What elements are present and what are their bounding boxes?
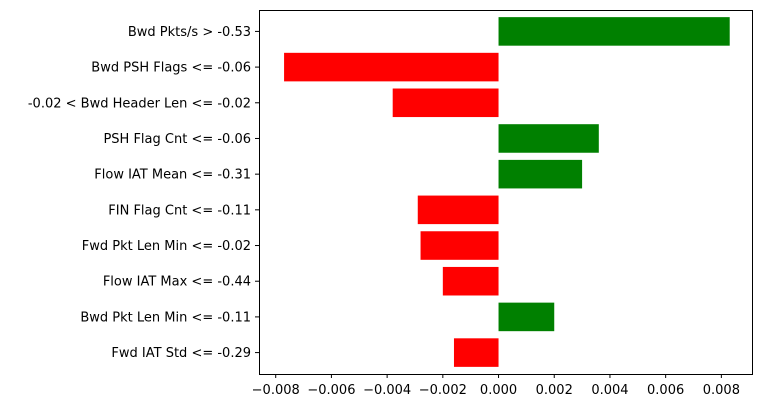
y-tick-label-9: Fwd IAT Std <= -0.29 <box>111 346 251 361</box>
y-tick-label-1: Bwd PSH Flags <= -0.06 <box>91 61 251 76</box>
x-axis: −0.008 −0.006 −0.004 −0.002 0.000 0.002 0.004 0… <box>252 374 740 398</box>
bar-6 <box>420 231 499 260</box>
bar-5 <box>417 195 499 225</box>
x-tick-label-2: −0.004 <box>363 383 411 398</box>
x-tick-label-0: −0.008 <box>252 383 300 398</box>
y-tick-label-4: Flow IAT Mean <= -0.31 <box>94 168 251 183</box>
y-tick-label-8: Bwd Pkt Len Min <= -0.11 <box>80 310 251 325</box>
y-tick-label-0: Bwd Pkts/s > -0.53 <box>128 25 251 40</box>
y-tick-label-3: PSH Flag Cnt <= -0.06 <box>103 132 251 147</box>
bar-0 <box>498 17 730 46</box>
bar-9 <box>453 338 499 367</box>
x-tick-label-1: −0.006 <box>307 383 355 398</box>
bar-2 <box>392 88 499 118</box>
y-tick-label-2: -0.02 < Bwd Header Len <= -0.02 <box>28 96 251 111</box>
y-axis: Bwd Pkts/s > -0.53 Bwd PSH Flags <= -0.06… <box>28 25 259 361</box>
bar-1 <box>284 52 499 82</box>
bar-4 <box>498 159 583 189</box>
y-tick-label-7: Flow IAT Max <= -0.44 <box>103 275 251 290</box>
y-tick-label-6: Fwd Pkt Len Min <= -0.02 <box>82 239 251 254</box>
x-tick-label-5: 0.002 <box>536 383 573 398</box>
bar-8 <box>498 302 555 332</box>
plot-frame <box>259 10 753 375</box>
x-tick-label-4: 0.000 <box>480 383 517 398</box>
x-tick-label-8: 0.008 <box>703 383 740 398</box>
x-tick-label-7: 0.006 <box>647 383 684 398</box>
x-tick-label-3: −0.002 <box>419 383 467 398</box>
x-tick-label-6: 0.004 <box>591 383 628 398</box>
y-tick-label-5: FIN Flag Cnt <= -0.11 <box>108 203 251 218</box>
bar-7 <box>442 266 499 296</box>
bar-3 <box>498 124 599 153</box>
bars-group <box>284 17 730 367</box>
